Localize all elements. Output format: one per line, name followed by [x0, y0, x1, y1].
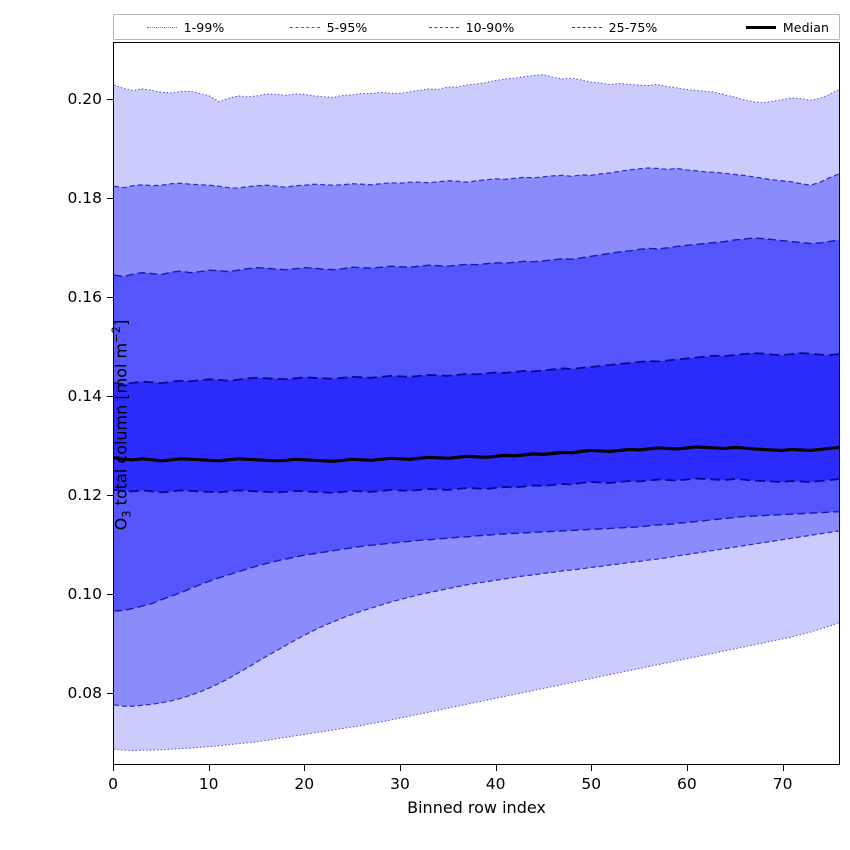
percentile-band-plot: [114, 74, 839, 752]
legend-label: 1-99%: [183, 19, 225, 35]
legend-label: 5-95%: [326, 19, 368, 35]
x-axis-label: Binned row index: [407, 798, 546, 817]
legend-line-sample: [146, 26, 177, 28]
legend-label: 25-75%: [608, 19, 658, 35]
legend-entry-1-99: 1-99%: [114, 20, 257, 35]
legend-entry-median: Median: [686, 20, 839, 35]
x-tick-label: 10: [198, 775, 219, 793]
y-tick-label: 0.08: [67, 684, 102, 703]
band-edge-p95: [114, 167, 839, 189]
legend-label: Median: [782, 19, 829, 35]
y-tick-label: 0.18: [67, 189, 102, 207]
legend-label: 10-90%: [465, 19, 515, 35]
band-edge-p25: [114, 477, 839, 494]
band-edge-p5: [114, 530, 839, 707]
plot-area: [113, 42, 840, 765]
legend-line-sample: [571, 26, 602, 28]
band-edge-p90: [114, 237, 839, 278]
x-tick-mark: [208, 765, 210, 771]
y-tick-label: 0.12: [67, 486, 102, 505]
legend-line-sample: [745, 25, 776, 29]
y-tick-label: 0.14: [67, 387, 102, 406]
band-edge-p75: [114, 352, 839, 386]
y-axis-label: O3 total column [mol m−2]: [109, 319, 134, 531]
y-tick-label: 0.10: [67, 585, 102, 604]
x-tick-label: 40: [485, 775, 506, 793]
x-tick-mark: [782, 765, 784, 771]
band-edge-p10: [114, 510, 839, 612]
legend-entry-25-75: 25-75%: [543, 20, 686, 35]
x-tick-label: 20: [294, 775, 315, 793]
x-tick-label: 50: [581, 775, 602, 793]
chart-legend: 1-99% 5-95% 10-90% 25-75% Median: [113, 14, 840, 40]
x-tick-mark: [591, 765, 593, 771]
x-tick-mark: [495, 765, 497, 771]
y-tick-label: 0.20: [67, 89, 102, 108]
x-tick-label: 30: [390, 775, 410, 793]
y-axis-label-wrap: O3 total column [mol m−2]: [26, 0, 134, 850]
legend-line-sample: [289, 26, 320, 28]
x-tick-mark: [686, 765, 689, 771]
median-line: [114, 445, 839, 463]
legend-entry-5-95: 5-95%: [257, 20, 400, 35]
legend-line-sample: [428, 26, 459, 28]
legend-entry-10-90: 10-90%: [400, 20, 543, 35]
y-tick-label: 0.16: [67, 288, 102, 306]
band-edge-p1: [114, 622, 839, 752]
x-tick-mark: [304, 765, 306, 771]
x-tick-mark: [113, 765, 115, 771]
x-tick-label: 70: [772, 775, 793, 793]
x-tick-label: 0: [108, 775, 118, 793]
x-tick-label: 60: [677, 775, 697, 793]
x-tick-mark: [400, 765, 402, 771]
